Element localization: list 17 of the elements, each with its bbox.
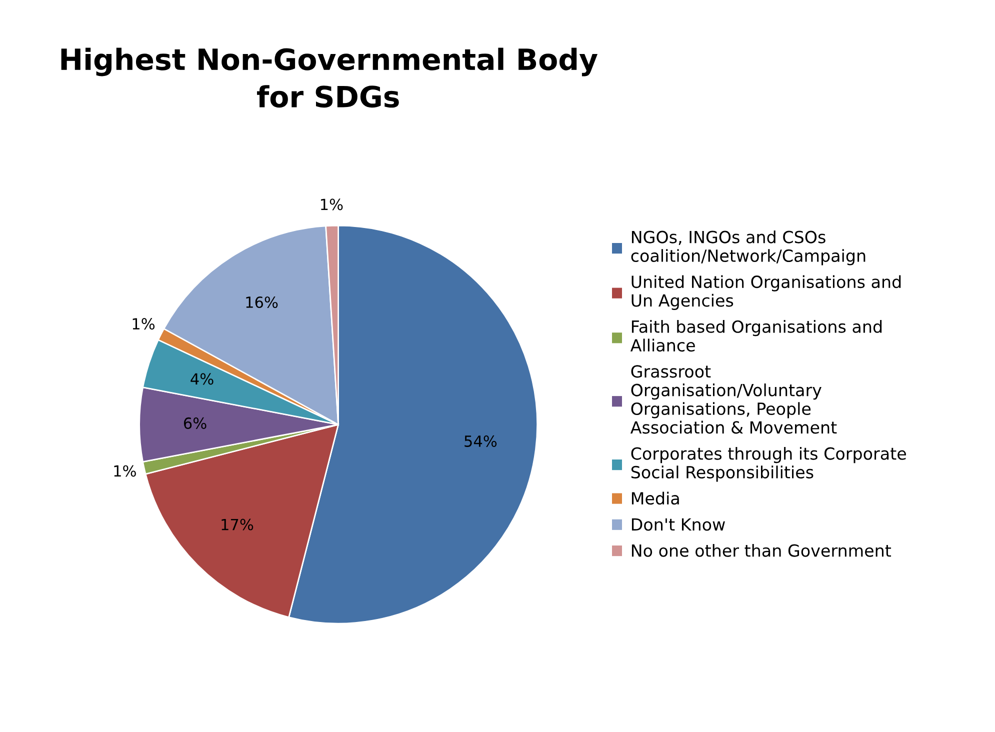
data-label: 16% xyxy=(246,296,278,308)
data-label: 17% xyxy=(222,518,254,530)
chart-title: Highest Non-Governmental Body for SDGs xyxy=(61,48,598,108)
data-label: 6% xyxy=(184,417,206,429)
data-label: 54% xyxy=(464,435,497,447)
legend-label: Faith based Organisations and Alliance xyxy=(630,320,882,352)
data-label: 1% xyxy=(114,465,136,477)
legend-label: No one other than Government xyxy=(632,544,892,557)
data-label: 4% xyxy=(190,373,214,385)
legend-label: United Nation Organisations and Un Agencies xyxy=(632,275,901,310)
legend-label: Don't Know xyxy=(632,518,725,531)
legend-label: Corporates through its Corporate Social Responsibilities xyxy=(631,446,906,482)
legend-label: Grassroot Organisation/Voluntary Organisations, People Association & Movement xyxy=(630,365,837,434)
data-label: 1% xyxy=(320,198,343,210)
legend-label: NGOs, INGOs and CSOs coalition/Network/Campaign xyxy=(631,230,866,266)
data-label: 1% xyxy=(132,318,155,330)
legend-label: Media xyxy=(632,492,679,505)
